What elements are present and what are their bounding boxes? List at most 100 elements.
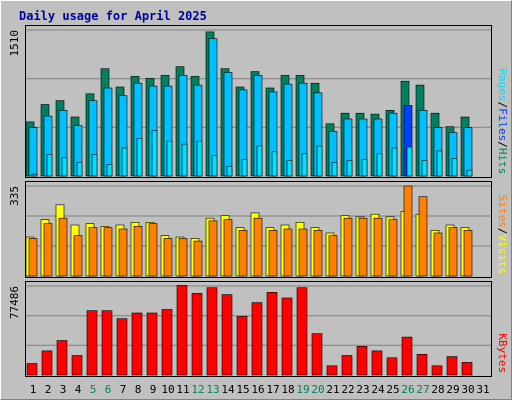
sites-bar-day-14 [223,219,233,277]
kbytes-bar-day-4 [71,355,83,376]
pages-bar-day-1 [31,173,38,177]
day-label-24: 24 [371,383,385,396]
day-label-14: 14 [221,383,235,396]
kbytes-bar-day-26 [401,336,413,376]
kbytes-bar-day-10 [161,309,173,376]
kbytes-bar-day-13 [206,287,218,376]
day-label-8: 8 [135,383,142,396]
sites-bar-day-6 [103,227,113,277]
files-bar-day-1 [28,127,38,177]
kbytes-bar-day-30 [461,362,473,376]
day-label-1: 1 [30,383,37,396]
day-label-2: 2 [45,383,52,396]
files-bar-day-30 [463,127,473,177]
sites-bar-day-19 [298,228,308,277]
sites-bar-day-5 [88,227,98,277]
pages-bar-day-26 [406,146,413,177]
pages-bar-day-6 [106,164,113,177]
day-label-4: 4 [75,383,82,396]
day-label-9: 9 [150,383,157,396]
kbytes-bar-day-22 [341,355,353,376]
day-label-5: 5 [90,383,97,396]
day-label-26: 26 [401,383,414,396]
pages-bar-day-19 [301,153,308,177]
kbytes-bar-day-23 [356,345,368,376]
pages-bar-day-11 [181,143,188,177]
chart-title: Daily usage for April 2025 [19,9,207,23]
pages-bar-day-13 [211,155,218,177]
day-label-19: 19 [296,383,309,396]
sites-bar-day-3 [58,217,68,277]
pages-bar-day-25 [391,147,398,177]
kbytes-bar-day-1 [26,363,38,376]
kbytes-bar-day-18 [281,297,293,376]
pages-bar-day-5 [91,154,98,177]
sites-bar-day-22 [343,217,353,277]
sites-bar-day-15 [238,230,248,277]
day-label-30: 30 [461,383,474,396]
sites-bar-day-20 [313,230,323,277]
pages-bar-day-18 [286,160,293,177]
day-label-10: 10 [161,383,174,396]
kbytes-bar-day-19 [296,287,308,376]
sites-bar-day-24 [373,217,383,277]
sites-bar-day-4 [73,235,83,277]
kbytes-bar-day-21 [326,365,338,376]
kbytes-bar-day-8 [131,312,143,376]
sites-bar-day-7 [118,228,128,277]
pages-bar-day-29 [451,158,458,177]
kbytes-bar-day-17 [266,291,278,376]
hits-files-pages-ymax-label: 1510 [8,30,21,57]
pages-bar-day-28 [436,150,443,177]
sites-bar-day-30 [463,230,473,277]
pages-bar-day-30 [466,169,473,177]
pages-bar-day-3 [61,157,68,177]
day-label-31: 31 [476,383,489,396]
kbytes-bar-day-29 [446,356,458,376]
sites-bar-day-18 [283,228,293,277]
pages-bar-day-27 [421,160,428,177]
hits-files-pages-side-label: Pages/Files/Hits [496,68,509,174]
pages-bar-day-21 [331,162,338,177]
sites-bar-day-2 [43,223,53,277]
sites-bar-day-12 [193,240,203,277]
sites-bar-day-29 [448,227,458,277]
pages-bar-day-12 [196,140,203,177]
kbytes-bar-day-2 [41,350,53,376]
kbytes-bar-day-14 [221,294,233,376]
pages-bar-day-7 [121,147,128,177]
pages-bar-day-4 [76,162,83,177]
kbytes-bar-day-7 [116,318,128,376]
sites-bar-day-23 [358,217,368,277]
pages-bar-day-9 [151,130,158,177]
day-label-23: 23 [356,383,369,396]
sites-bar-day-16 [253,217,263,277]
pages-bar-day-20 [316,145,323,177]
pages-bar-day-16 [256,145,263,177]
kbytes-bar-day-12 [191,293,203,376]
files-bar-day-14 [223,72,233,177]
sites-bar-day-11 [178,238,188,277]
day-label-12: 12 [191,383,204,396]
day-label-17: 17 [266,383,279,396]
pages-bar-day-22 [346,160,353,177]
kbytes-bar-day-6 [101,310,113,376]
sites-bar-day-28 [433,232,443,277]
kbytes-bar-day-5 [86,310,98,376]
visits-sites-ymax-label: 335 [8,186,21,206]
pages-bar-day-23 [361,159,368,177]
day-label-22: 22 [341,383,354,396]
sites-bar-day-1 [28,238,38,277]
pages-bar-day-17 [271,151,278,177]
sites-bar-day-9 [148,223,158,277]
kbytes-bar-day-28 [431,365,443,376]
day-label-3: 3 [60,383,67,396]
day-label-25: 25 [386,383,399,396]
day-label-13: 13 [206,383,219,396]
kbytes-bar-day-16 [251,302,263,376]
day-label-21: 21 [326,383,339,396]
day-label-15: 15 [236,383,249,396]
sites-bar-day-27 [418,196,428,277]
sites-bar-day-25 [388,219,398,277]
